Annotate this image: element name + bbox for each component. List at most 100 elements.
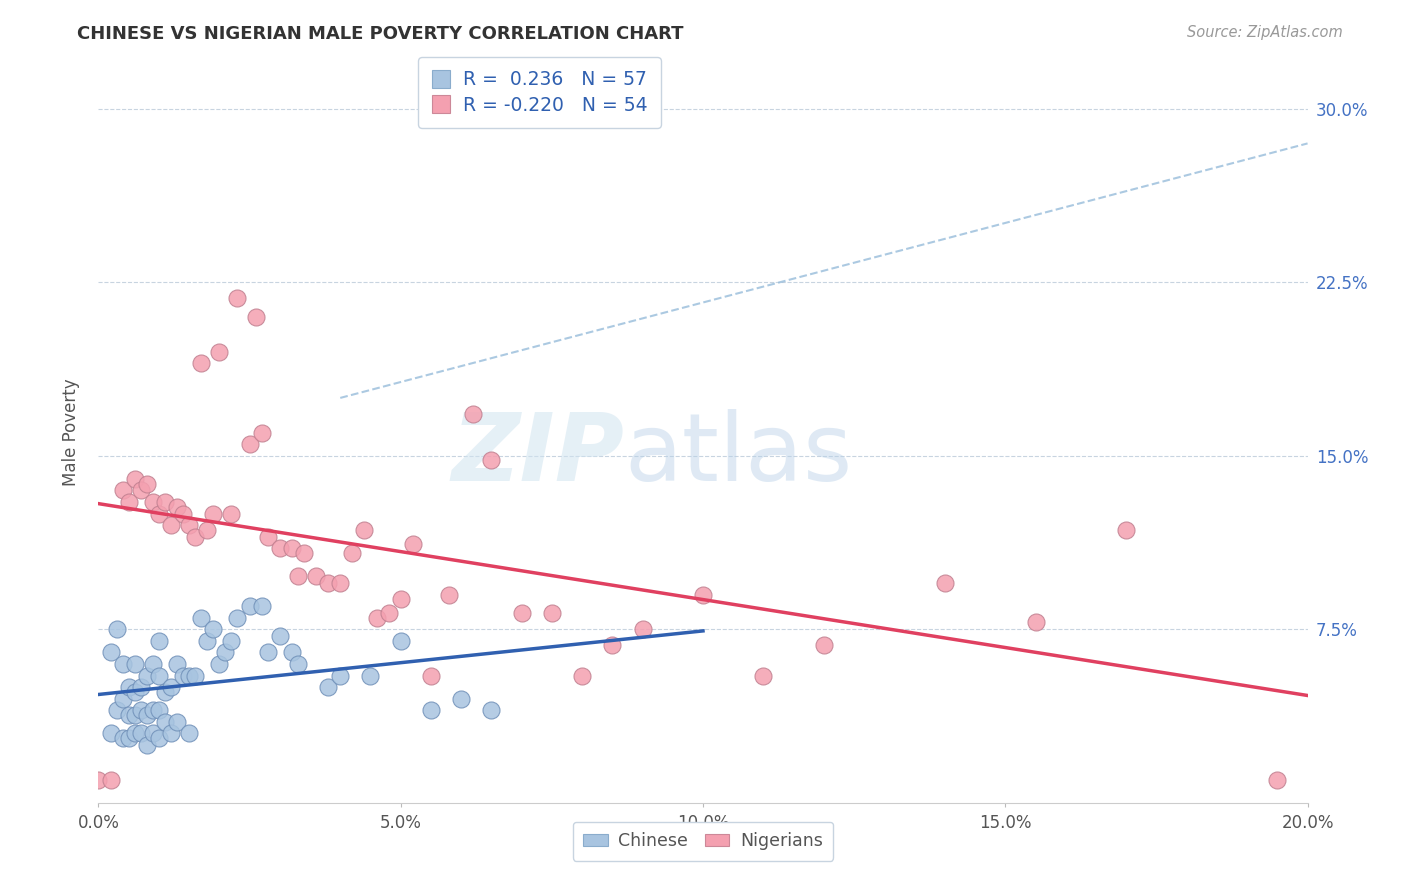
Point	[195, 523, 218, 537]
Point	[190, 356, 212, 370]
Point	[160, 518, 183, 533]
Point	[1024, 615, 1046, 630]
Point	[481, 453, 503, 467]
Point	[292, 546, 315, 560]
Point	[510, 606, 533, 620]
Point	[389, 633, 412, 648]
Point	[148, 633, 170, 648]
Point	[342, 546, 364, 560]
Point	[124, 726, 146, 740]
Point	[105, 622, 128, 636]
Point	[208, 657, 231, 671]
Point	[692, 588, 714, 602]
Point	[124, 472, 146, 486]
Point	[166, 500, 188, 514]
Point	[239, 437, 262, 451]
Point	[148, 668, 170, 682]
Point	[463, 407, 485, 421]
Point	[245, 310, 267, 324]
Point	[118, 680, 141, 694]
Point	[129, 703, 152, 717]
Point	[402, 536, 425, 550]
Point	[360, 668, 382, 682]
Point	[316, 576, 339, 591]
Text: atlas: atlas	[624, 409, 852, 500]
Point	[111, 657, 134, 671]
Point	[129, 483, 152, 498]
Point	[602, 639, 624, 653]
Point	[377, 606, 399, 620]
Point	[202, 507, 225, 521]
Point	[129, 680, 152, 694]
Point	[111, 691, 134, 706]
Point	[752, 668, 775, 682]
Point	[172, 507, 194, 521]
Point	[100, 726, 122, 740]
Point	[366, 610, 388, 624]
Point	[148, 703, 170, 717]
Point	[184, 530, 207, 544]
Point	[124, 707, 146, 722]
Point	[135, 707, 157, 722]
Text: ZIP: ZIP	[451, 409, 624, 500]
Point	[118, 495, 141, 509]
Point	[87, 772, 110, 787]
Point	[153, 685, 176, 699]
Point	[239, 599, 262, 614]
Point	[540, 606, 562, 620]
Point	[105, 703, 128, 717]
Point	[179, 518, 201, 533]
Point	[129, 726, 152, 740]
Text: CHINESE VS NIGERIAN MALE POVERTY CORRELATION CHART: CHINESE VS NIGERIAN MALE POVERTY CORRELA…	[77, 25, 683, 43]
Point	[450, 691, 472, 706]
Point	[190, 610, 212, 624]
Point	[329, 576, 352, 591]
Point	[179, 668, 201, 682]
Legend: Chinese, Nigerians: Chinese, Nigerians	[572, 822, 834, 861]
Point	[631, 622, 654, 636]
Point	[124, 685, 146, 699]
Point	[437, 588, 460, 602]
Point	[1115, 523, 1137, 537]
Point	[934, 576, 956, 591]
Point	[281, 541, 304, 556]
Point	[111, 731, 134, 745]
Point	[111, 483, 134, 498]
Point	[287, 657, 309, 671]
Point	[256, 645, 278, 659]
Point	[142, 726, 165, 740]
Point	[118, 731, 141, 745]
Point	[226, 292, 249, 306]
Point	[166, 714, 188, 729]
Point	[481, 703, 503, 717]
Point	[124, 657, 146, 671]
Point	[142, 495, 165, 509]
Point	[281, 645, 304, 659]
Point	[389, 592, 412, 607]
Point	[172, 668, 194, 682]
Text: Source: ZipAtlas.com: Source: ZipAtlas.com	[1187, 25, 1343, 40]
Point	[148, 507, 170, 521]
Point	[353, 523, 375, 537]
Point	[135, 668, 157, 682]
Point	[269, 629, 291, 643]
Point	[329, 668, 352, 682]
Point	[179, 726, 201, 740]
Point	[135, 738, 157, 752]
Point	[100, 645, 122, 659]
Point	[214, 645, 236, 659]
Point	[1267, 772, 1289, 787]
Point	[287, 569, 309, 583]
Point	[148, 731, 170, 745]
Point	[153, 495, 176, 509]
Point	[153, 714, 176, 729]
Point	[250, 425, 273, 440]
Point	[142, 703, 165, 717]
Point	[221, 633, 243, 648]
Point	[208, 344, 231, 359]
Point	[305, 569, 328, 583]
Point	[226, 610, 249, 624]
Point	[256, 530, 278, 544]
Point	[420, 668, 443, 682]
Point	[571, 668, 593, 682]
